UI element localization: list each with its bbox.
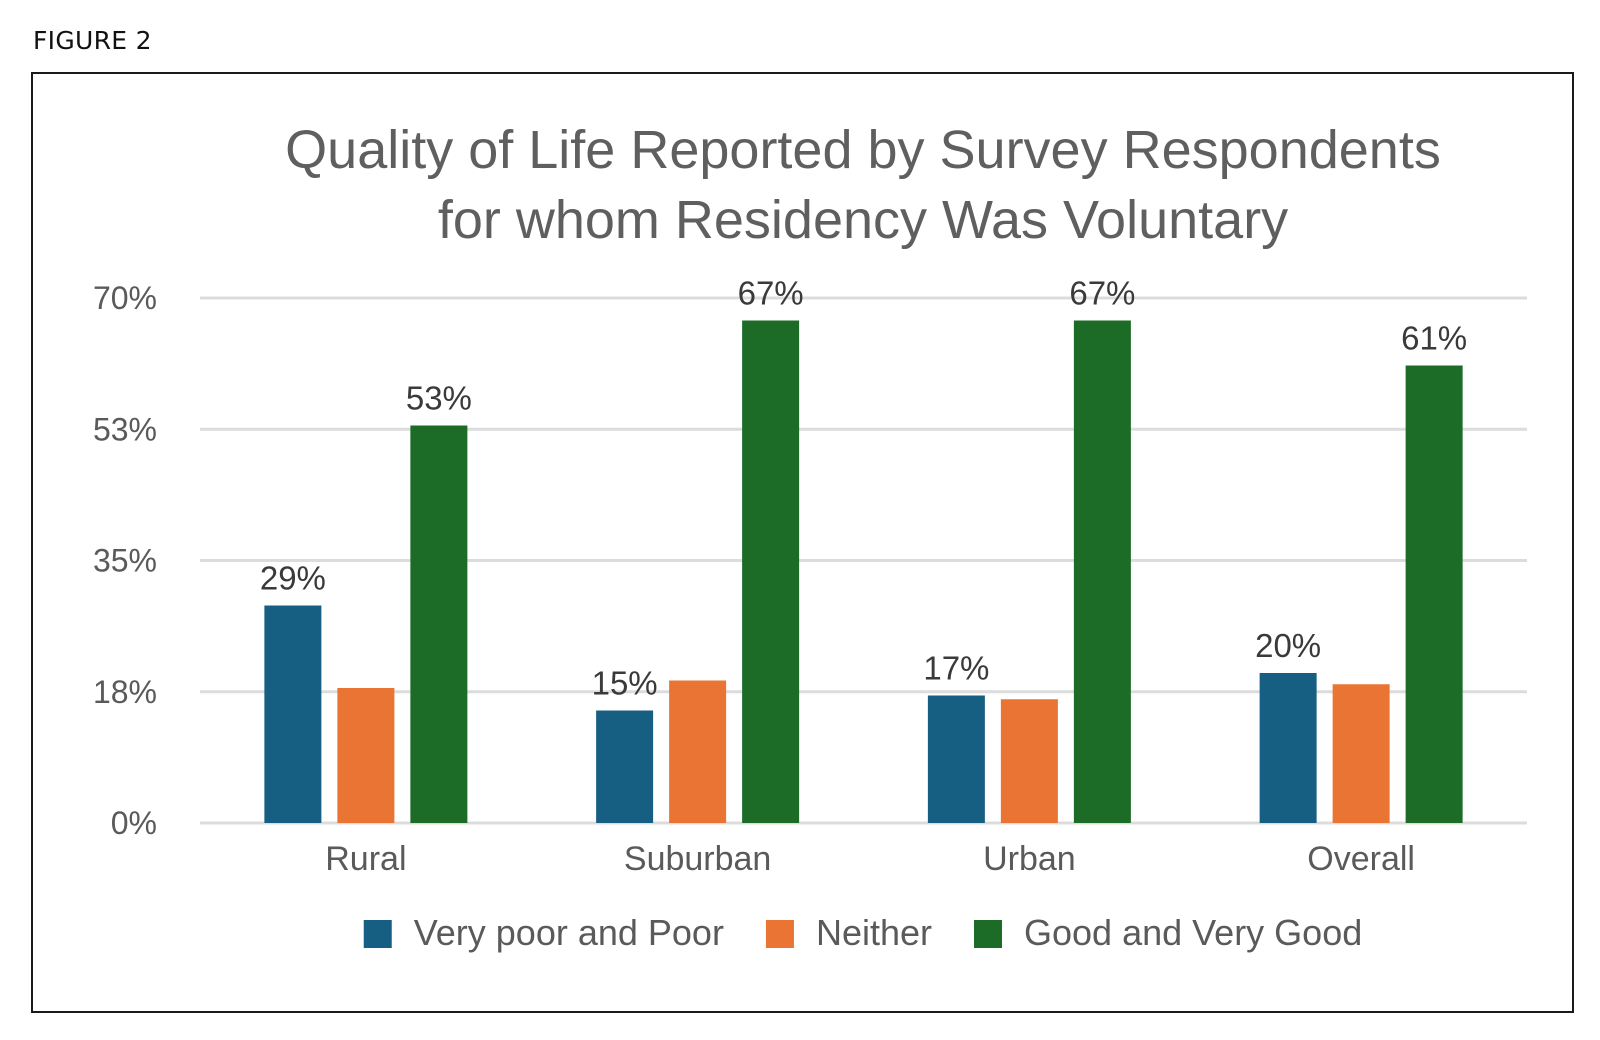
bar-urban-very-poor [927,695,985,823]
x-category-label: Suburban [624,840,771,878]
legend: Very poor and Poor Neither Good and Very G… [363,912,1362,953]
y-tick-label: 35% [93,543,157,579]
legend-swatch [765,920,794,948]
legend-label: Good and Very Good [1024,912,1362,953]
legend-item-very-poor: Very poor and Poor [363,912,724,953]
bar-urban-neither [1000,699,1058,823]
bar-rural-very-poor [264,605,322,823]
x-axis-categories: Rural Suburban Urban Overall [325,840,1415,878]
legend-label: Very poor and Poor [414,912,724,953]
x-category-label: Overall [1307,840,1415,878]
chart-title-line-1: Quality of Life Reported by Survey Respo… [285,120,1441,180]
legend-item-neither: Neither [765,912,932,953]
bar-suburban-neither [669,680,727,823]
chart-title-line-2: for whom Residency Was Voluntary [438,190,1288,250]
bar-suburban-good [742,320,800,823]
bars [264,320,1463,823]
legend-swatch [974,920,1003,948]
y-tick-label: 18% [93,674,157,710]
y-tick-label: 70% [93,280,157,316]
bar-overall-good [1405,365,1463,823]
bar-overall-neither [1332,684,1390,823]
legend-label: Neither [816,912,932,953]
chart-frame [31,72,1574,1013]
figure-label: FIGURE 2 [33,26,152,55]
data-label: 29% [260,560,326,597]
data-label: 53% [406,380,472,417]
data-label: 67% [738,275,804,312]
gridlines [200,296,1527,825]
y-tick-label: 53% [93,411,157,447]
bar-rural-neither [337,688,395,823]
y-tick-label: 0% [111,805,157,841]
bar-urban-good [1073,320,1131,823]
data-label: 67% [1069,275,1135,312]
data-label: 17% [923,650,989,687]
chart-title: Quality of Life Reported by Survey Respo… [285,120,1441,250]
y-axis-ticks: 0% 18% 35% 53% 70% [93,280,157,841]
x-category-label: Rural [325,840,406,878]
data-label: 15% [592,665,658,702]
bar-suburban-very-poor [596,710,654,823]
bar-overall-very-poor [1259,673,1317,823]
legend-item-good: Good and Very Good [974,912,1362,953]
x-category-label: Urban [983,840,1076,878]
data-labels: 29% 53% 15% 67% 17% 67% 20% 61% [260,275,1467,702]
legend-swatch [363,920,392,948]
data-label: 61% [1401,320,1467,357]
bar-rural-good [410,425,468,823]
data-label: 20% [1255,627,1321,664]
